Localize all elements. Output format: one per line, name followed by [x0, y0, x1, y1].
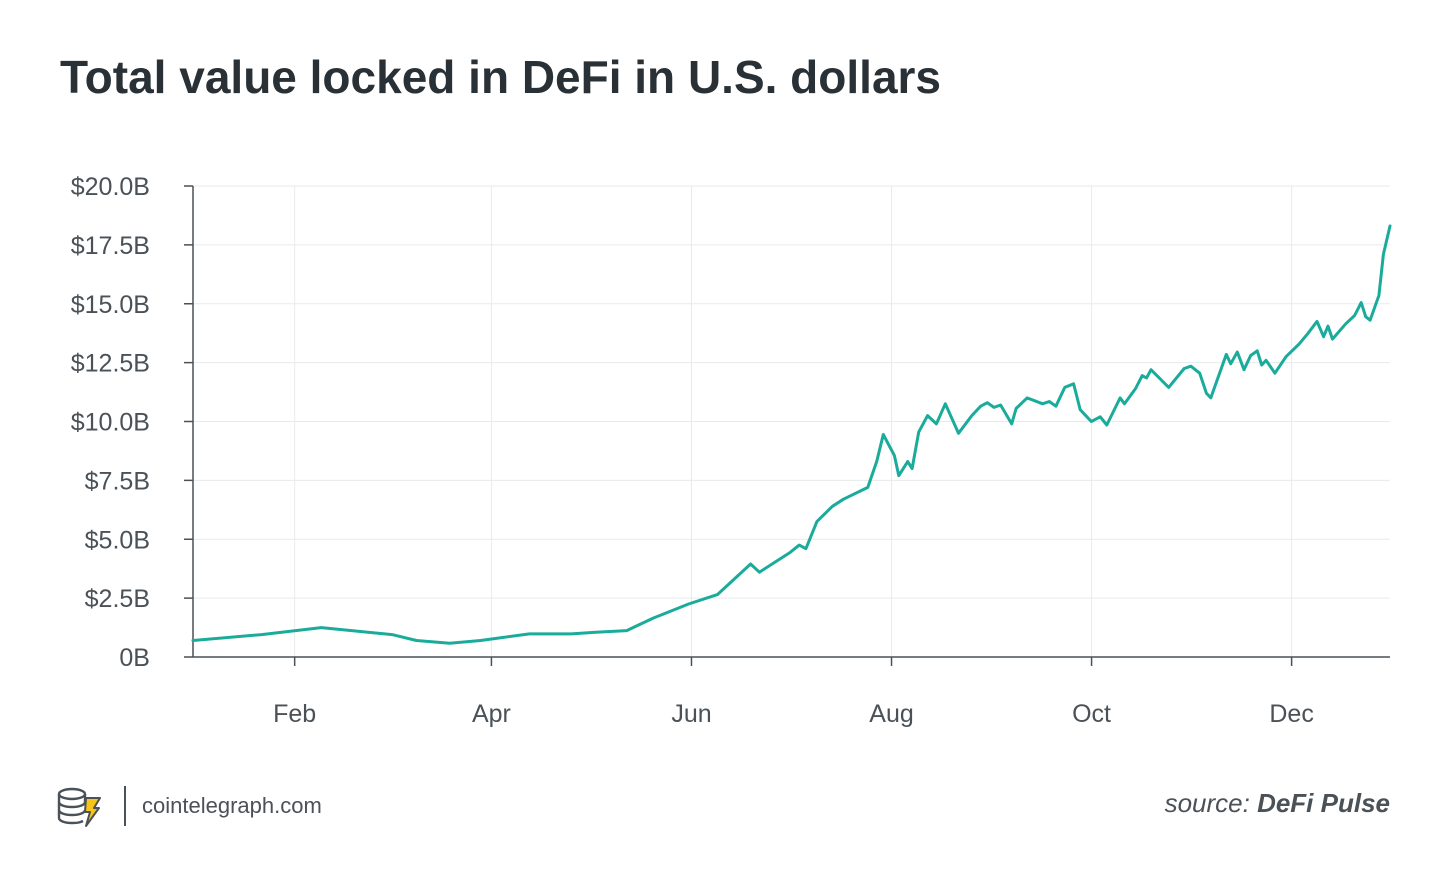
y-axis-ticks: 0B $2.5B $5.0B $7.5B $10.0B $12.5B $15.0B $17.5… [71, 173, 193, 672]
y-tick-label: $12.5B [71, 350, 150, 378]
y-tick-label: $17.5B [71, 232, 150, 260]
source-name: DeFi Pulse [1257, 788, 1390, 818]
x-tick-label: Apr [472, 700, 511, 728]
x-tick-label: Feb [273, 700, 316, 728]
x-tick-label: Jun [671, 700, 711, 728]
y-tick-label: $5.0B [85, 526, 150, 554]
y-tick-label: $20.0B [71, 173, 150, 201]
source-credit: source: DeFi Pulse [1165, 788, 1390, 819]
brand-footer[interactable]: cointelegraph.com [56, 784, 322, 828]
y-tick-label: $10.0B [71, 409, 150, 437]
x-tick-label: Dec [1269, 700, 1313, 728]
y-tick-label: $7.5B [85, 467, 150, 495]
brand-link[interactable]: cointelegraph.com [142, 793, 322, 818]
series-layer [191, 224, 1392, 645]
y-tick-label: 0B [119, 644, 150, 672]
x-tick-label: Oct [1072, 700, 1111, 728]
footer-divider [124, 786, 126, 826]
source-label: source: [1164, 788, 1250, 818]
series-line [191, 224, 1392, 645]
gridlines [193, 185, 1390, 657]
y-tick-label: $15.0B [71, 291, 150, 319]
chart-title: Total value locked in DeFi in U.S. dolla… [60, 51, 942, 103]
y-tick-label: $2.5B [85, 585, 150, 613]
x-axis-ticks: Feb Apr Jun Aug Oct Dec [273, 657, 1314, 728]
x-tick-label: Aug [869, 700, 913, 728]
cointelegraph-logo-icon [57, 787, 101, 827]
